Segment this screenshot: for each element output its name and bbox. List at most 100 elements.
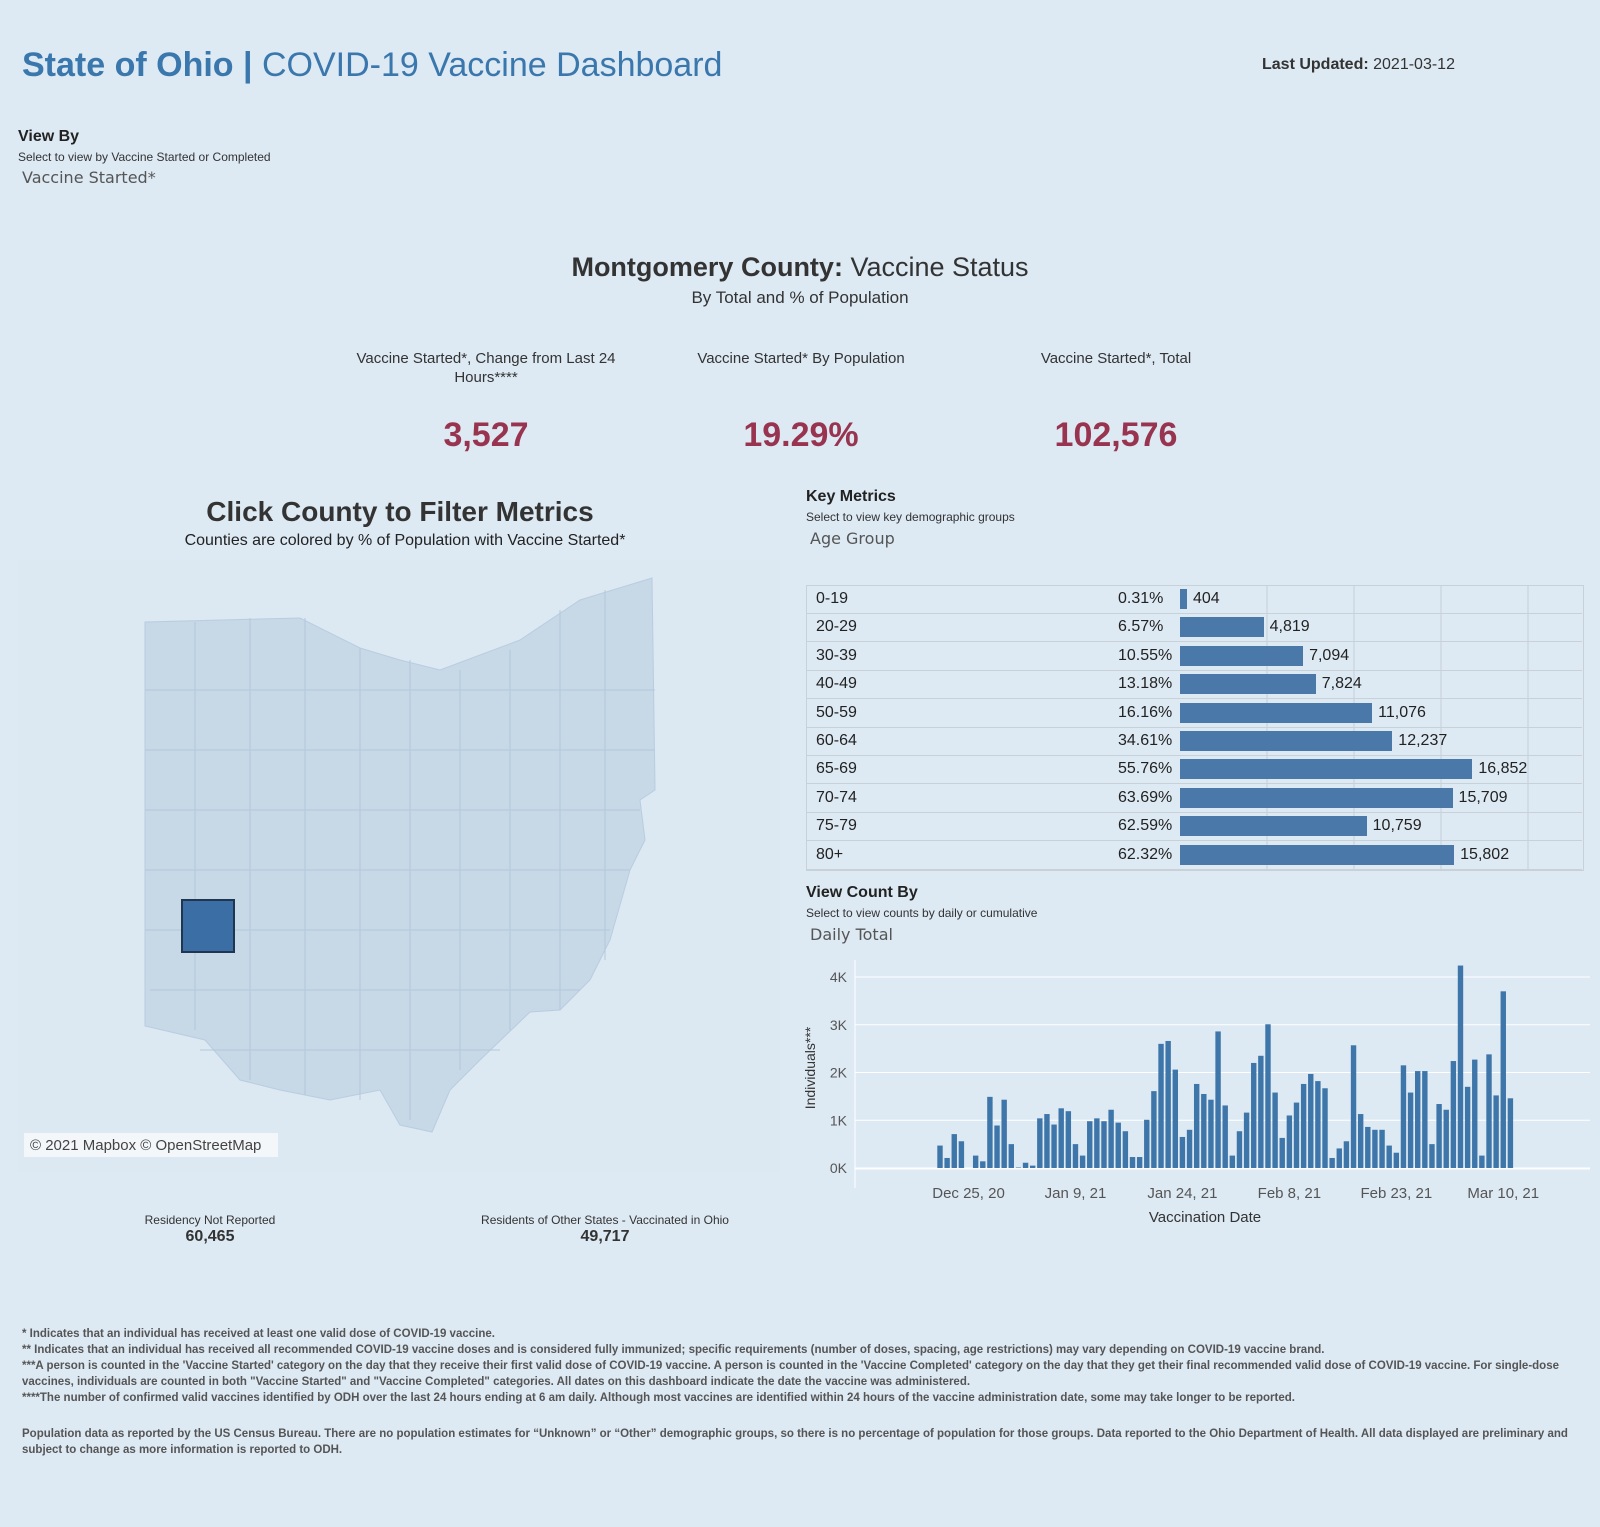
daily-bar[interactable] (980, 1161, 986, 1168)
daily-bar[interactable] (1058, 1108, 1064, 1168)
daily-bar[interactable] (1151, 1091, 1157, 1168)
daily-bar[interactable] (1051, 1124, 1057, 1168)
daily-bar[interactable] (1029, 1165, 1036, 1168)
daily-bar[interactable] (937, 1145, 943, 1168)
daily-bar[interactable] (1343, 1141, 1350, 1168)
view-by-dropdown[interactable]: Vaccine Started* (22, 168, 156, 187)
daily-bar[interactable] (1486, 1054, 1492, 1168)
daily-bar[interactable] (987, 1096, 993, 1168)
daily-bar[interactable] (944, 1157, 950, 1168)
daily-bar[interactable] (1094, 1118, 1100, 1168)
age-row-20-29[interactable]: 20-29 6.57% 4,819 (806, 613, 1582, 643)
daily-bar[interactable] (1393, 1152, 1400, 1168)
daily-bar[interactable] (1087, 1121, 1093, 1168)
daily-bar[interactable] (1357, 1114, 1364, 1168)
age-count-bar[interactable] (1180, 617, 1264, 638)
daily-bar[interactable] (1072, 1144, 1079, 1168)
daily-bar[interactable] (1457, 965, 1464, 1168)
daily-bar[interactable] (958, 1141, 965, 1168)
age-count-bar[interactable] (1180, 674, 1316, 695)
daily-bar[interactable] (1400, 1065, 1407, 1168)
daily-bar[interactable] (1136, 1157, 1143, 1168)
daily-bar[interactable] (1229, 1155, 1236, 1168)
daily-bar[interactable] (1493, 1095, 1499, 1168)
daily-bar[interactable] (1158, 1043, 1164, 1168)
daily-bar[interactable] (1122, 1131, 1129, 1168)
age-count-bar[interactable] (1180, 645, 1304, 666)
daily-bar[interactable] (1315, 1081, 1321, 1168)
daily-bar[interactable] (1372, 1129, 1378, 1168)
daily-bar[interactable] (972, 1155, 979, 1168)
daily-bar[interactable] (1243, 1112, 1250, 1168)
age-row-75-79[interactable]: 75-79 62.59% 10,759 (806, 812, 1582, 842)
daily-bar[interactable] (1065, 1111, 1072, 1168)
key-metrics-dropdown[interactable]: Age Group (810, 529, 895, 548)
daily-bar[interactable] (951, 1134, 957, 1168)
daily-vaccination-chart[interactable]: 0K 1K 2K 3K 4K Dec 25, 20 Jan 9, 21 Jan 24, 21 F… (800, 960, 1590, 1260)
daily-bar[interactable] (1165, 1040, 1171, 1168)
montgomery-county[interactable] (181, 899, 235, 953)
daily-bar[interactable] (1144, 1119, 1150, 1168)
age-count-bar[interactable] (1180, 787, 1453, 808)
daily-bar[interactable] (1407, 1092, 1414, 1168)
daily-bar[interactable] (1022, 1162, 1029, 1168)
daily-bar[interactable] (1236, 1131, 1243, 1168)
daily-bar[interactable] (1101, 1121, 1107, 1168)
daily-bar[interactable] (1308, 1073, 1314, 1168)
daily-bar[interactable] (1186, 1129, 1193, 1168)
daily-bar[interactable] (1179, 1136, 1186, 1168)
daily-bar[interactable] (1436, 1104, 1442, 1168)
daily-bar[interactable] (1422, 1071, 1428, 1168)
daily-bar[interactable] (1329, 1157, 1335, 1168)
age-count-bar[interactable] (1180, 589, 1187, 609)
age-count-bar[interactable] (1180, 844, 1455, 865)
age-row-65-69[interactable]: 65-69 55.76% 16,852 (806, 755, 1582, 785)
daily-bar[interactable] (1379, 1129, 1385, 1168)
daily-bar[interactable] (1251, 1062, 1257, 1168)
daily-bar[interactable] (1386, 1145, 1392, 1168)
daily-bar[interactable] (1286, 1115, 1293, 1168)
daily-bar[interactable] (1129, 1157, 1136, 1168)
daily-bar[interactable] (1115, 1122, 1121, 1168)
daily-bar[interactable] (1079, 1155, 1086, 1168)
age-row-80+[interactable]: 80+ 62.32% 15,802 (806, 841, 1582, 870)
daily-bar[interactable] (1008, 1144, 1014, 1168)
age-row-70-74[interactable]: 70-74 63.69% 15,709 (806, 784, 1582, 813)
daily-bar[interactable] (1215, 1031, 1221, 1168)
daily-bar[interactable] (1472, 1059, 1478, 1168)
ohio-state-shape[interactable] (144, 577, 656, 1133)
daily-bar[interactable] (1108, 1109, 1114, 1168)
view-count-dropdown[interactable]: Daily Total (810, 925, 893, 944)
daily-bar[interactable] (1479, 1155, 1485, 1168)
daily-bar[interactable] (994, 1125, 1000, 1168)
age-count-bar[interactable] (1180, 702, 1373, 723)
daily-bar[interactable] (1037, 1118, 1043, 1168)
daily-bar[interactable] (1265, 1024, 1271, 1168)
daily-bar[interactable] (1300, 1083, 1307, 1168)
age-row-60-64[interactable]: 60-64 34.61% 12,237 (806, 727, 1582, 756)
daily-bar[interactable] (1193, 1083, 1200, 1168)
daily-bar[interactable] (1500, 991, 1506, 1168)
map-attribution[interactable]: © 2021 Mapbox © OpenStreetMap (30, 1137, 262, 1154)
age-row-40-49[interactable]: 40-49 13.18% 7,824 (806, 670, 1582, 700)
daily-bar[interactable] (1322, 1088, 1328, 1168)
age-row-50-59[interactable]: 50-59 16.16% 11,076 (806, 699, 1582, 728)
daily-bar[interactable] (1222, 1105, 1228, 1168)
daily-bar[interactable] (1258, 1055, 1264, 1168)
daily-bar[interactable] (1350, 1045, 1357, 1168)
daily-bar[interactable] (1293, 1102, 1300, 1168)
daily-bar[interactable] (1172, 1069, 1178, 1168)
daily-bar[interactable] (1001, 1099, 1007, 1168)
age-count-bar[interactable] (1180, 816, 1367, 837)
age-count-bar[interactable] (1180, 759, 1473, 780)
daily-bar[interactable] (1450, 1061, 1457, 1168)
daily-bar[interactable] (1044, 1114, 1050, 1168)
daily-bar[interactable] (1272, 1092, 1278, 1168)
daily-bar[interactable] (1336, 1148, 1342, 1168)
daily-bar[interactable] (1208, 1099, 1214, 1168)
daily-bar[interactable] (1507, 1098, 1514, 1168)
age-count-bar[interactable] (1180, 731, 1393, 751)
daily-bar[interactable] (1429, 1144, 1435, 1168)
age-row-30-39[interactable]: 30-39 10.55% 7,094 (806, 642, 1582, 671)
daily-bar[interactable] (1415, 1071, 1421, 1168)
